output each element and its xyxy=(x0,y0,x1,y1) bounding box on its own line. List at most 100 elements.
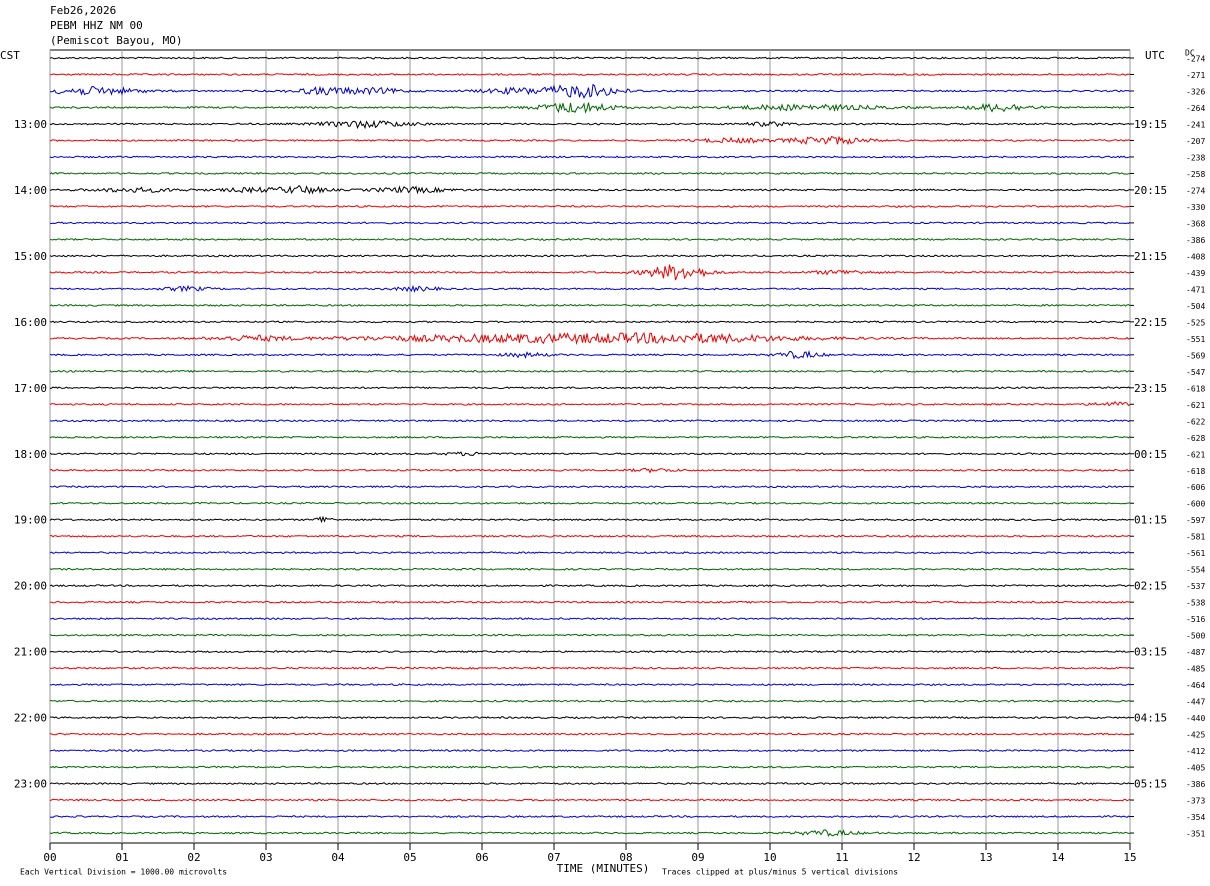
x-tick-label: 02 xyxy=(187,851,200,864)
dc-offset: -271 xyxy=(1186,71,1205,80)
dc-offset: -408 xyxy=(1186,252,1205,261)
right-hour: 19:15 xyxy=(1134,118,1167,131)
right-hour: 02:15 xyxy=(1134,580,1167,593)
trace xyxy=(49,683,1131,687)
dc-offset: -425 xyxy=(1186,731,1205,740)
dc-offset: -538 xyxy=(1186,599,1205,608)
trace xyxy=(49,419,1131,423)
dc-offset: -241 xyxy=(1186,120,1205,129)
left-hour: 22:00 xyxy=(14,712,47,725)
dc-offset: -386 xyxy=(1186,236,1205,245)
trace xyxy=(49,467,1131,474)
left-hour: 18:00 xyxy=(14,448,47,461)
x-tick-label: 11 xyxy=(835,851,848,864)
right-hour: 04:15 xyxy=(1134,712,1167,725)
dc-offset: -354 xyxy=(1186,813,1205,822)
right-zone: UTC xyxy=(1145,49,1165,62)
dc-offset: -581 xyxy=(1186,533,1205,542)
trace xyxy=(49,732,1131,736)
dc-label: DC xyxy=(1185,49,1195,58)
trace xyxy=(49,237,1131,241)
trace xyxy=(49,501,1131,505)
x-tick-label: 12 xyxy=(907,851,920,864)
left-hour: 21:00 xyxy=(14,646,47,659)
right-hour: 03:15 xyxy=(1134,646,1167,659)
dc-offset: -330 xyxy=(1186,203,1205,212)
dc-offset: -516 xyxy=(1186,615,1205,624)
left-hour: 14:00 xyxy=(14,184,47,197)
dc-offset: -504 xyxy=(1186,302,1205,311)
right-hour: 00:15 xyxy=(1134,448,1167,461)
trace xyxy=(49,83,1131,100)
dc-offset: -606 xyxy=(1186,483,1205,492)
trace xyxy=(49,485,1131,489)
trace xyxy=(49,617,1131,621)
trace xyxy=(49,155,1131,159)
dc-offset: -368 xyxy=(1186,219,1205,228)
trace xyxy=(49,264,1131,281)
x-tick-label: 07 xyxy=(547,851,560,864)
dc-offset: -551 xyxy=(1186,335,1205,344)
trace xyxy=(49,369,1131,373)
x-tick-label: 10 xyxy=(763,851,776,864)
dc-offset: -405 xyxy=(1186,764,1205,773)
left-hour: 20:00 xyxy=(14,580,47,593)
trace xyxy=(49,815,1131,818)
dc-offset: -628 xyxy=(1186,434,1205,443)
trace xyxy=(49,716,1131,720)
dc-offset: -440 xyxy=(1186,714,1205,723)
x-tick-label: 03 xyxy=(259,851,272,864)
trace xyxy=(49,102,1131,114)
footer-right: Traces clipped at plus/minus 5 vertical … xyxy=(662,868,898,877)
right-hour: 01:15 xyxy=(1134,514,1167,527)
x-tick-label: 09 xyxy=(691,851,704,864)
dc-offset: -447 xyxy=(1186,698,1205,707)
x-tick-label: 01 xyxy=(115,851,128,864)
dc-offset: -621 xyxy=(1186,450,1205,459)
trace xyxy=(49,749,1131,753)
dc-offset: -487 xyxy=(1186,648,1205,657)
right-hour: 22:15 xyxy=(1134,316,1167,329)
trace xyxy=(49,400,1131,407)
x-tick-label: 04 xyxy=(331,851,345,864)
dc-offset: -554 xyxy=(1186,566,1205,575)
trace xyxy=(50,600,1131,604)
trace xyxy=(50,699,1131,703)
dc-offset: -561 xyxy=(1186,549,1205,558)
dc-offset: -618 xyxy=(1186,384,1205,393)
dc-offset: -600 xyxy=(1186,500,1205,509)
trace xyxy=(49,119,1131,130)
trace xyxy=(49,798,1131,802)
dc-offset: -537 xyxy=(1186,582,1205,591)
trace xyxy=(49,320,1131,324)
trace xyxy=(49,184,1131,195)
trace xyxy=(49,451,1131,457)
trace xyxy=(50,666,1131,670)
trace xyxy=(49,584,1130,588)
trace xyxy=(49,435,1131,439)
trace xyxy=(49,303,1131,307)
left-hour: 23:00 xyxy=(14,778,47,791)
trace xyxy=(49,73,1131,76)
dc-offset: -618 xyxy=(1186,467,1205,476)
x-tick-label: 14 xyxy=(1051,851,1065,864)
left-zone: CST xyxy=(0,49,20,62)
trace xyxy=(49,284,1131,293)
trace xyxy=(49,350,1131,360)
left-hour: 13:00 xyxy=(14,118,47,131)
x-tick-label: 15 xyxy=(1123,851,1136,864)
dc-offset: -264 xyxy=(1186,104,1205,113)
x-tick-label: 13 xyxy=(979,851,992,864)
trace xyxy=(49,221,1131,225)
dc-offset: -464 xyxy=(1186,681,1205,690)
trace xyxy=(49,171,1131,175)
dc-offset: -326 xyxy=(1186,87,1205,96)
dc-offset: -547 xyxy=(1186,368,1205,377)
x-tick-label: 06 xyxy=(475,851,488,864)
station: PEBM HHZ NM 00 xyxy=(50,19,143,32)
x-tick-label: 00 xyxy=(43,851,56,864)
dc-offset: -373 xyxy=(1186,797,1205,806)
dc-offset: -500 xyxy=(1186,632,1205,641)
right-hour: 23:15 xyxy=(1134,382,1167,395)
